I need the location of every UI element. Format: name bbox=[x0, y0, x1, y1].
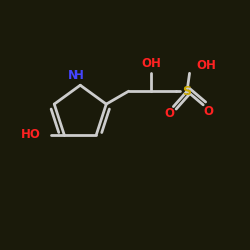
Text: O: O bbox=[165, 107, 175, 120]
Text: HO: HO bbox=[21, 128, 40, 141]
Text: N: N bbox=[68, 69, 78, 82]
Text: H: H bbox=[74, 69, 84, 82]
Text: S: S bbox=[182, 85, 192, 98]
Text: OH: OH bbox=[141, 57, 161, 70]
Text: O: O bbox=[203, 104, 213, 118]
Text: OH: OH bbox=[196, 59, 216, 72]
